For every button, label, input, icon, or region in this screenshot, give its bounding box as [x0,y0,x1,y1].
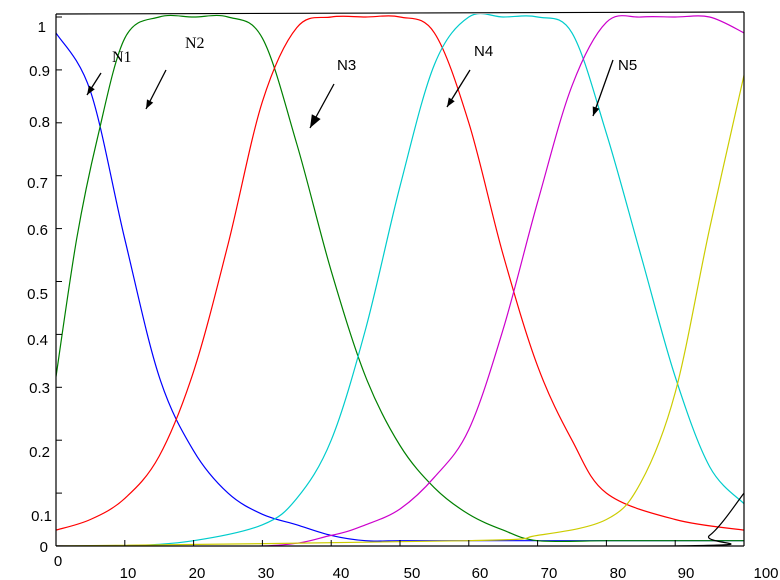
y-tick-label: 0.1 [31,508,52,525]
y-tick-label: 0.2 [29,444,50,461]
x-tick-label: 100 [753,565,778,580]
x-tick-label: 10 [120,565,137,580]
x-tick-label: 20 [189,565,206,580]
series-label-n2: N2 [185,35,205,52]
y-tick-label: 0.4 [27,332,48,349]
y-tick-label: 0.3 [29,380,50,397]
annotation-layer: N1 N2 N3 N4 N5 [86,35,637,129]
x-tick-label: 0 [54,553,62,570]
y-tick-label: 1 [38,19,46,36]
y-tick-label: 0.9 [29,63,50,80]
annotation-arrowhead [447,97,455,107]
y-tick-label: 0.6 [27,222,48,239]
x-tick-label: 50 [404,565,421,580]
x-tick-label: 80 [610,565,627,580]
series-label-n5: N5 [618,57,637,74]
series-layer [56,14,744,546]
series-line-4 [56,14,744,546]
annotation-arrowhead [592,106,600,116]
annotation-arrow [592,59,614,117]
y-tick-label: 0.7 [27,175,48,192]
series-line-5 [56,15,744,546]
y-tick-label: 0.8 [29,114,50,131]
series-line-3 [56,15,744,531]
series-line-6 [56,75,744,546]
series-label-n3: N3 [337,57,356,74]
series-label-n1: N1 [112,49,132,66]
x-tick-label: 90 [678,565,695,580]
plot-frame [55,11,745,547]
x-tick-label: 30 [258,565,275,580]
x-tick-label: 40 [333,565,350,580]
annotation-arrowhead [87,85,95,95]
series-label-n4: N4 [474,43,493,60]
y-tick-label: 0.5 [27,286,48,303]
axis-top [55,11,745,15]
annotation-arrowhead [146,99,154,109]
y-tick-label: 0 [40,539,48,556]
annotation-arrowhead [310,114,321,128]
tick-layer: 0 10 20 30 40 50 60 70 80 90 100 0 0.1 0.2 0.3 0.4 0.5 0.… [27,16,779,580]
series-line-2 [56,14,744,543]
x-tick-label: 70 [541,565,558,580]
series-line-7 [56,492,744,546]
x-tick-label: 60 [472,565,489,580]
series-line-1 [56,32,744,542]
